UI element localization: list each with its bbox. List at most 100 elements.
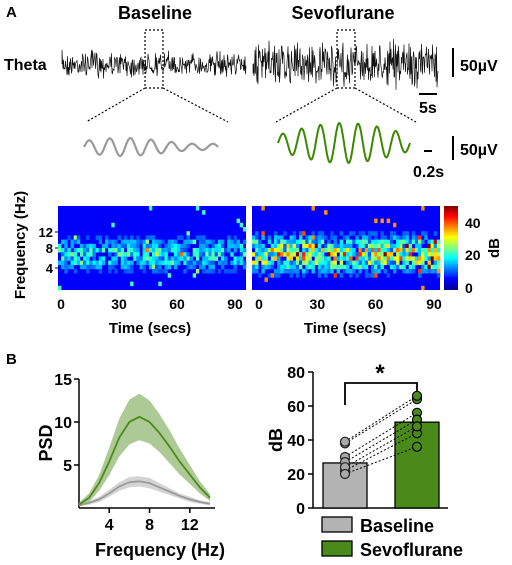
- spectrogram-cell: [86, 264, 90, 270]
- spectrogram-cell: [192, 239, 197, 245]
- spectrogram-cell: [367, 256, 372, 261]
- spectrogram-cell: [233, 235, 237, 240]
- spectrogram-cell: [383, 269, 387, 274]
- spectrogram-cell: [405, 252, 409, 257]
- spectrogram-cell: [164, 252, 168, 257]
- spectrogram-cell: [367, 273, 372, 278]
- spectrogram-cell: [155, 269, 159, 274]
- spectrogram-cell: [361, 264, 366, 270]
- spectrogram-cell: [277, 239, 281, 245]
- spectrogram-cell: [358, 264, 362, 270]
- spectrogram-cell: [98, 269, 103, 274]
- spectrogram-cell: [211, 252, 215, 257]
- psd-y-tick-label: 10: [54, 415, 72, 432]
- spectrogram-cell: [399, 248, 403, 253]
- spectrogram-cell: [70, 260, 74, 266]
- spectrogram-cell: [314, 260, 319, 266]
- spectrogram-cell: [173, 256, 178, 261]
- spectrogram-cell: [86, 248, 90, 253]
- spectrogram-cell: [79, 264, 84, 270]
- spectrogram-cell: [305, 239, 309, 245]
- spectrogram-cell: [123, 243, 128, 249]
- spectrogram-cell: [233, 248, 237, 253]
- spectrogram-cell: [380, 248, 384, 253]
- spectrogram-cell: [436, 273, 441, 278]
- spectrogram-cell: [295, 273, 300, 278]
- spectrogram-cell: [136, 243, 140, 249]
- spectrogram-cell: [111, 260, 115, 266]
- spectrogram-cell: [433, 269, 438, 274]
- spectrogram-cell: [242, 264, 247, 270]
- spectrogram-cell: [405, 256, 409, 261]
- legend-baseline-label: Baseline: [360, 516, 434, 536]
- spectrogram-cell: [277, 269, 281, 274]
- spectrogram-cell: [389, 239, 394, 245]
- spectrogram-cell: [95, 260, 99, 266]
- spectrogram-cell: [414, 235, 419, 240]
- baseline-point: [339, 436, 351, 447]
- spectrogram-cell: [280, 264, 284, 270]
- spectrogram-cell: [374, 273, 378, 278]
- spectrogram-cell: [342, 243, 347, 249]
- spectrogram-cell: [333, 248, 337, 253]
- spectrogram-cell: [155, 256, 159, 261]
- spectrogram-cell: [67, 248, 71, 253]
- spectrogram-cell: [377, 243, 381, 249]
- spectrogram-cell: [126, 264, 131, 270]
- spectrogram-cell: [371, 273, 375, 278]
- spectrogram-cell: [92, 264, 96, 270]
- spectrogram-cell: [155, 260, 159, 266]
- spectrogram-cell: [320, 264, 325, 270]
- spectrogram-cell: [292, 269, 297, 274]
- spectrogram-cell: [76, 235, 81, 240]
- spectrogram-cell: [374, 256, 378, 261]
- spectrogram-cell: [73, 235, 78, 240]
- spectrogram-cell: [148, 248, 153, 253]
- spectrogram-cell: [342, 256, 347, 261]
- time-scale-label: 5s: [419, 100, 437, 117]
- spectrogram-cell: [324, 248, 328, 253]
- spectrogram-cell: [377, 248, 381, 253]
- spectrogram-cell: [83, 252, 87, 257]
- spectrogram-cell: [286, 248, 290, 253]
- spectrogram-cell: [258, 252, 262, 257]
- spectrogram-cell: [64, 269, 68, 274]
- spectrogram-cell: [364, 256, 369, 261]
- spectrogram-cell: [292, 264, 297, 270]
- spectrogram-cell: [161, 256, 165, 261]
- spectrogram-cell: [123, 264, 128, 270]
- spectrogram-cell: [358, 243, 362, 249]
- spectrogram-cell: [411, 248, 416, 253]
- spectrogram-cell: [327, 248, 331, 253]
- spectrogram-cell: [86, 269, 90, 274]
- spectrogram-cell: [277, 264, 281, 270]
- spectrogram-cell: [89, 243, 93, 249]
- spectrogram-cell: [148, 260, 153, 266]
- spectrogram-cell: [108, 248, 112, 253]
- spectrogram-cell: [170, 248, 175, 253]
- spectrogram-cell: [73, 252, 78, 257]
- spectrogram-cell: [374, 264, 378, 270]
- spectrogram-cell: [239, 252, 244, 257]
- spectrogram-cell: [396, 243, 400, 249]
- spectrogram-cell: [239, 248, 244, 253]
- spectrogram-cell: [342, 264, 347, 270]
- spectrogram-cell: [89, 252, 93, 257]
- spectrogram-cell: [236, 239, 240, 245]
- spectrogram-cell: [405, 239, 409, 245]
- spectrogram-cell: [217, 252, 222, 257]
- spectrogram-cell: [355, 252, 359, 257]
- spectrogram-cell: [421, 206, 425, 211]
- spectrogram-cell: [292, 239, 297, 245]
- spectrogram-cell: [364, 239, 369, 245]
- spectrogram-cell: [117, 248, 121, 253]
- spectrogram-cell: [305, 243, 309, 249]
- spectrogram-cell: [317, 252, 322, 257]
- spectrogram-cell: [433, 243, 438, 249]
- spectrogram-cell: [64, 248, 68, 253]
- spectrogram-cell: [261, 252, 265, 257]
- spectrogram-cell: [333, 252, 337, 257]
- spectrogram-cell: [311, 239, 315, 245]
- spectrogram-cell: [399, 243, 403, 249]
- spectrogram-cell: [433, 252, 438, 257]
